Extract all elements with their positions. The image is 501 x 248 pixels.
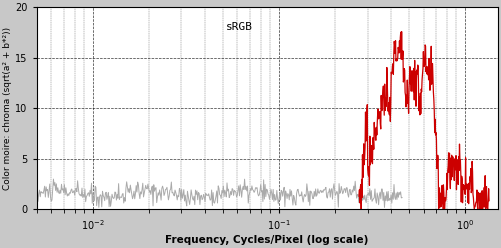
- X-axis label: Frequency, Cycles/Pixel (log scale): Frequency, Cycles/Pixel (log scale): [165, 235, 369, 245]
- Y-axis label: Color moire: chroma (sqrt(a² + b*²)): Color moire: chroma (sqrt(a² + b*²)): [4, 27, 13, 190]
- Text: sRGB: sRGB: [226, 22, 253, 31]
